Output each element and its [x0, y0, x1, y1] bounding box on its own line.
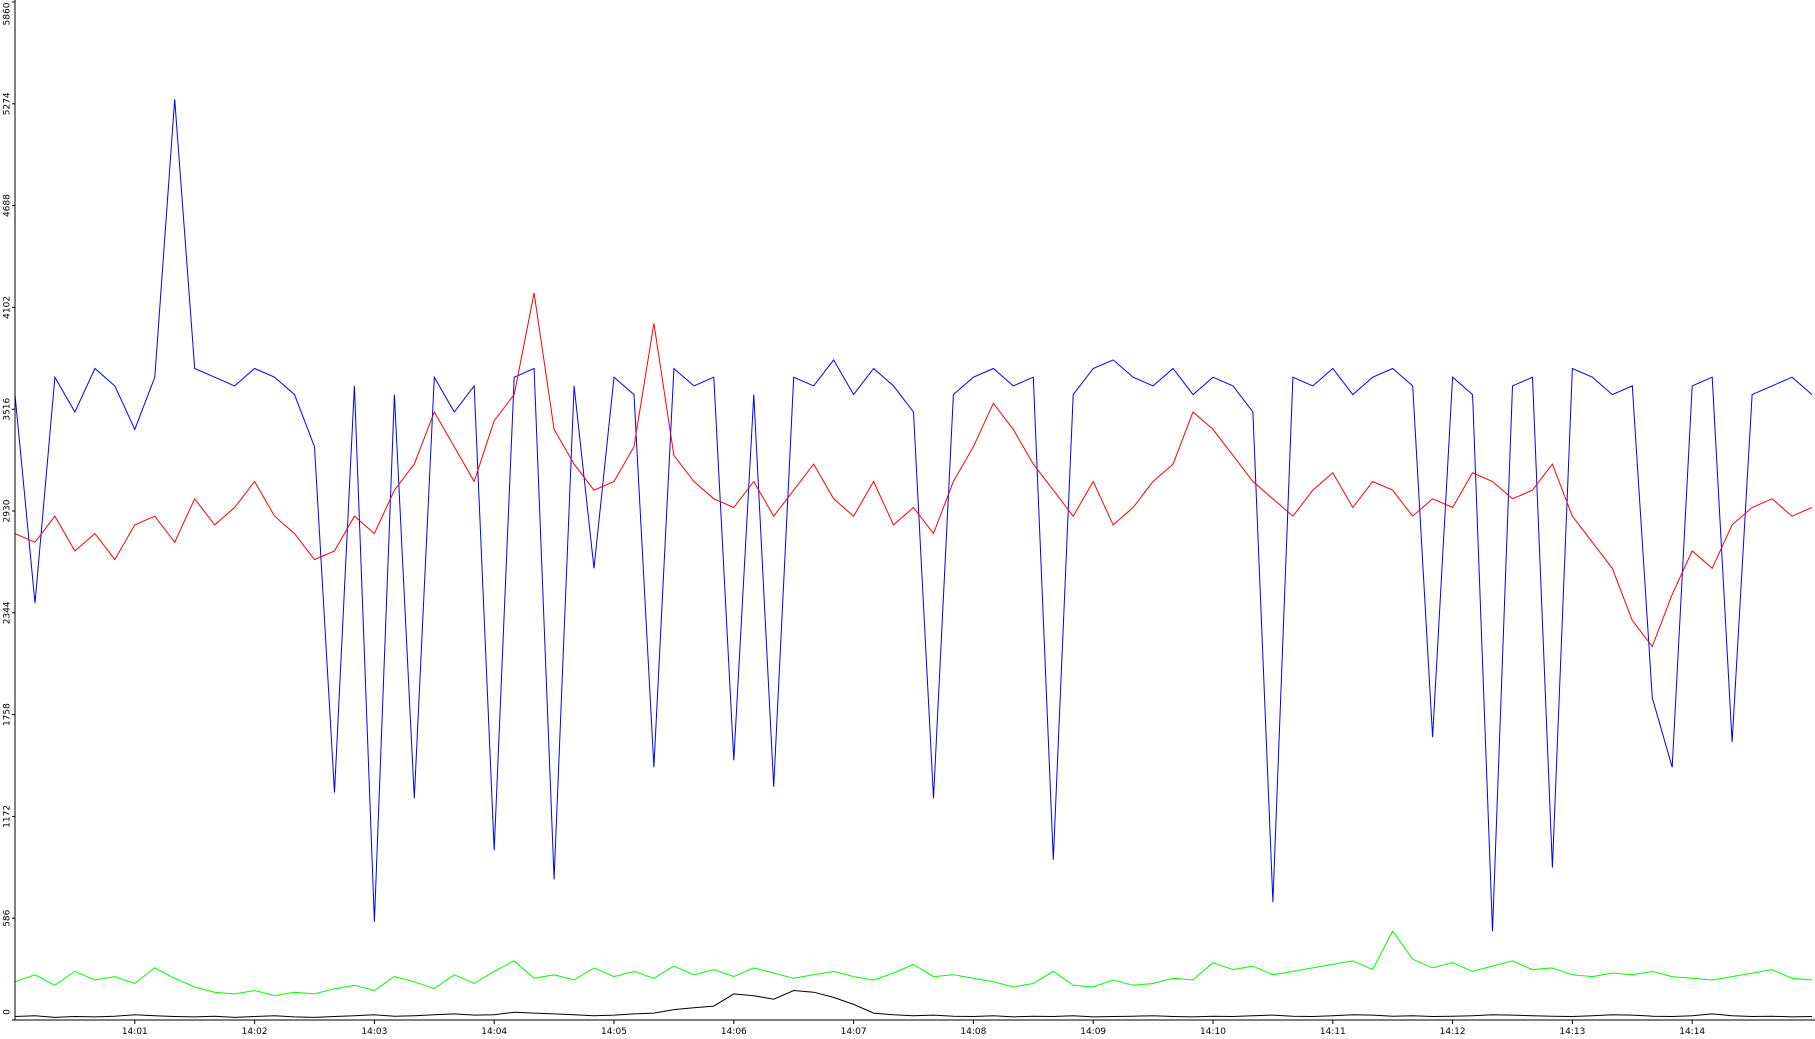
x-tick-label: 14:09 — [1080, 1027, 1106, 1037]
x-tick-label: 14:12 — [1440, 1027, 1466, 1037]
y-tick-label: 586 — [3, 909, 13, 926]
y-tick-label: 5860 — [3, 2, 13, 25]
x-tick-label: 14:13 — [1559, 1027, 1585, 1037]
y-tick-label: 5274 — [3, 92, 13, 115]
x-tick-label: 14:05 — [601, 1027, 627, 1037]
series-line — [14, 99, 1813, 932]
x-tick-label: 14:11 — [1320, 1027, 1346, 1037]
y-tick-label: 2930 — [3, 499, 13, 522]
y-tick-label: 1758 — [3, 703, 13, 726]
y-tick-label: 3516 — [3, 397, 13, 420]
y-tick-label: 1172 — [3, 805, 13, 828]
x-tick-label: 14:01 — [122, 1027, 148, 1037]
series-line — [14, 930, 1813, 997]
y-tick-label: 4688 — [3, 194, 13, 217]
x-tick-label: 14:07 — [841, 1027, 867, 1037]
y-tick-label: 4102 — [3, 296, 13, 319]
x-tick-label: 14:08 — [960, 1027, 986, 1037]
x-tick-label: 14:06 — [721, 1027, 747, 1037]
series-line — [14, 292, 1813, 648]
x-tick-label: 14:02 — [242, 1027, 268, 1037]
y-tick-label: 2344 — [3, 601, 13, 624]
x-tick-label: 14:03 — [361, 1027, 387, 1037]
series-line — [14, 989, 1813, 1018]
y-tick-label: 0 — [3, 1009, 13, 1015]
x-tick-label: 14:14 — [1679, 1027, 1705, 1037]
x-tick-label: 14:04 — [481, 1027, 507, 1037]
x-tick-label: 14:10 — [1200, 1027, 1226, 1037]
